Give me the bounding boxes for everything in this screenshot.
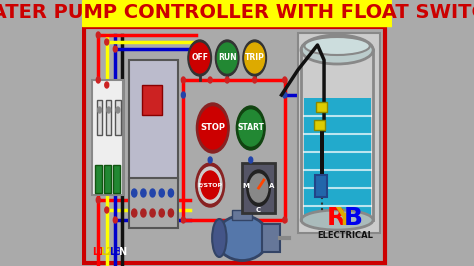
- Circle shape: [96, 32, 100, 38]
- Circle shape: [182, 217, 185, 223]
- Text: RUN: RUN: [218, 53, 237, 63]
- Circle shape: [168, 189, 173, 197]
- Circle shape: [249, 157, 253, 163]
- Text: ELECTRICAL: ELECTRICAL: [317, 231, 373, 240]
- Ellipse shape: [212, 219, 227, 257]
- Circle shape: [113, 217, 117, 223]
- Ellipse shape: [216, 215, 268, 260]
- Circle shape: [188, 40, 211, 76]
- Bar: [315, 175, 327, 197]
- Bar: [82, 0, 392, 26]
- Circle shape: [283, 217, 287, 223]
- Circle shape: [132, 209, 137, 217]
- Circle shape: [159, 189, 164, 197]
- Bar: [320, 130, 324, 175]
- Text: OFF: OFF: [191, 53, 208, 63]
- Circle shape: [208, 77, 212, 83]
- Text: B: B: [343, 206, 362, 230]
- Circle shape: [196, 103, 229, 153]
- Circle shape: [201, 171, 219, 199]
- Circle shape: [159, 209, 164, 217]
- Bar: [242, 163, 275, 213]
- Circle shape: [96, 197, 100, 203]
- Bar: [84, 27, 385, 263]
- Circle shape: [225, 77, 229, 83]
- Circle shape: [141, 189, 146, 197]
- Circle shape: [182, 92, 185, 98]
- Ellipse shape: [301, 36, 373, 64]
- Circle shape: [199, 107, 227, 149]
- Circle shape: [182, 77, 185, 83]
- Bar: [106, 100, 111, 135]
- Text: M: M: [242, 183, 249, 189]
- Bar: [95, 165, 101, 193]
- Ellipse shape: [301, 35, 373, 65]
- Ellipse shape: [304, 37, 370, 55]
- Text: L2: L2: [100, 247, 113, 257]
- Bar: [129, 178, 178, 228]
- Circle shape: [253, 77, 256, 83]
- Bar: [113, 165, 120, 193]
- Bar: [232, 210, 252, 220]
- Circle shape: [249, 174, 268, 202]
- Bar: [301, 50, 373, 220]
- Circle shape: [96, 77, 100, 83]
- Circle shape: [105, 39, 109, 45]
- Circle shape: [196, 163, 225, 207]
- Circle shape: [247, 170, 270, 206]
- Circle shape: [283, 92, 287, 98]
- Text: Y: Y: [335, 206, 354, 230]
- Text: C: C: [256, 207, 261, 213]
- Bar: [104, 165, 111, 193]
- Circle shape: [239, 110, 263, 146]
- Circle shape: [190, 43, 210, 73]
- Circle shape: [113, 46, 117, 52]
- Text: STOP: STOP: [201, 123, 225, 132]
- Bar: [298, 33, 380, 233]
- Bar: [97, 100, 102, 135]
- Circle shape: [215, 40, 239, 76]
- Circle shape: [141, 209, 146, 217]
- Circle shape: [98, 107, 101, 113]
- Text: L3: L3: [109, 247, 122, 257]
- Text: R: R: [327, 206, 346, 230]
- Circle shape: [105, 207, 109, 213]
- Bar: [142, 85, 162, 115]
- Circle shape: [116, 107, 120, 113]
- Text: A: A: [269, 183, 274, 189]
- Bar: [304, 98, 371, 223]
- Text: WATER PUMP CONTROLLER WITH FLOAT SWITCH: WATER PUMP CONTROLLER WITH FLOAT SWITCH: [0, 3, 474, 23]
- Ellipse shape: [301, 210, 373, 230]
- Circle shape: [150, 209, 155, 217]
- Circle shape: [168, 209, 173, 217]
- Text: L1: L1: [92, 247, 105, 257]
- Text: START: START: [237, 123, 264, 132]
- Text: TRIP: TRIP: [245, 53, 264, 63]
- Circle shape: [107, 107, 111, 113]
- Circle shape: [218, 43, 237, 73]
- Bar: [129, 60, 178, 180]
- Bar: [115, 100, 120, 135]
- Circle shape: [105, 82, 109, 88]
- Circle shape: [243, 40, 266, 76]
- Circle shape: [283, 77, 287, 83]
- Circle shape: [208, 157, 212, 163]
- Circle shape: [150, 189, 155, 197]
- Circle shape: [199, 167, 222, 203]
- Bar: [262, 224, 280, 252]
- Bar: [316, 102, 327, 112]
- Circle shape: [237, 106, 265, 150]
- Text: E/STOP: E/STOP: [198, 182, 223, 188]
- Bar: [91, 80, 123, 195]
- Bar: [314, 120, 325, 130]
- Circle shape: [245, 43, 264, 73]
- Text: N: N: [118, 247, 127, 257]
- Circle shape: [132, 189, 137, 197]
